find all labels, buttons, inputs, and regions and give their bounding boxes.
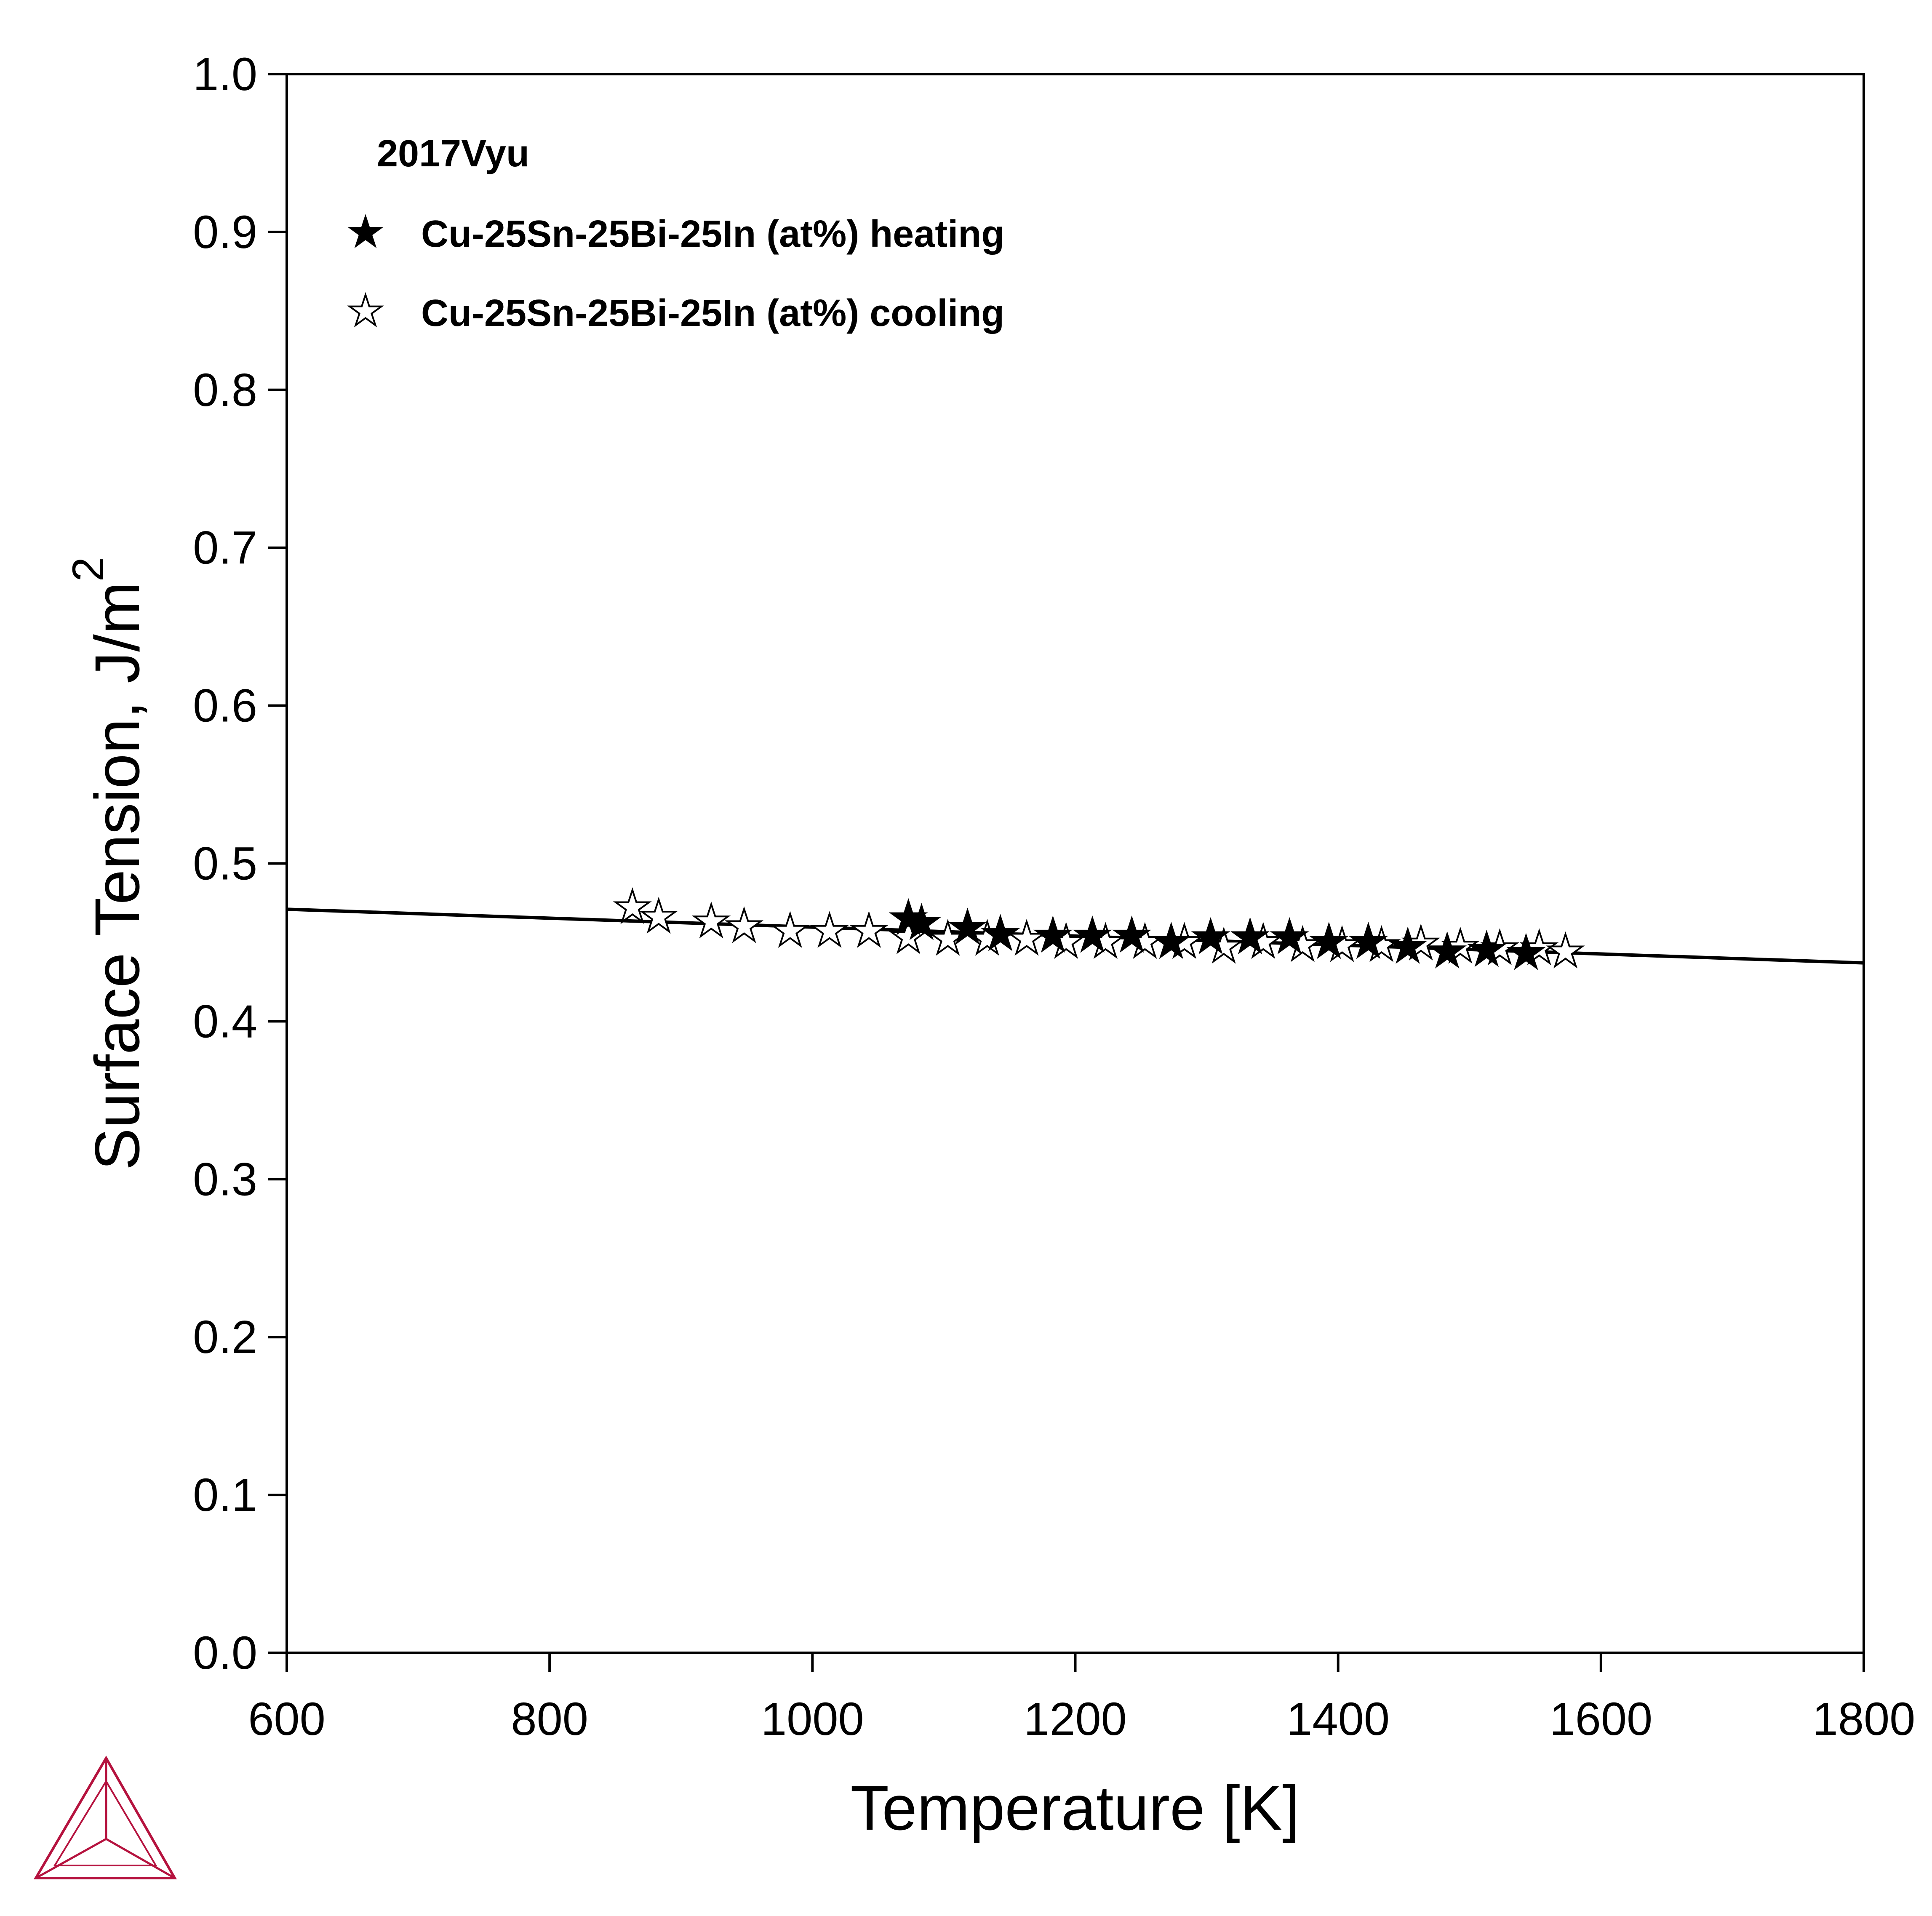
heating-point xyxy=(1151,922,1191,959)
cooling-point xyxy=(639,897,678,934)
cooling-point xyxy=(810,911,849,948)
y-tick-label: 0.7 xyxy=(193,522,257,574)
heating-point xyxy=(1388,926,1428,964)
thermo-calc-logo xyxy=(33,1756,177,1879)
data-series xyxy=(286,887,1864,970)
legend: 2017Vyu Cu-25Sn-25Bi-25In (at%) heating … xyxy=(347,133,1004,334)
cooling-point xyxy=(691,901,731,939)
logo-spoke xyxy=(105,1838,176,1879)
heating-point xyxy=(1073,915,1112,953)
x-axis-title: Temperature [K] xyxy=(850,1772,1300,1843)
cooling-point xyxy=(849,911,889,948)
y-tick-label: 0.6 xyxy=(193,680,257,732)
heating-point xyxy=(948,907,987,945)
y-axis-title-text: Surface Tension, J/m xyxy=(82,582,152,1170)
x-tick-label: 800 xyxy=(511,1693,588,1745)
y-tick-label: 0.5 xyxy=(193,838,257,890)
heating-point xyxy=(1467,929,1506,967)
x-tick-label: 600 xyxy=(248,1693,326,1745)
x-axis-ticks: 600 800 1000 1200 1400 1600 1800 xyxy=(248,1653,1915,1745)
y-tick-label: 0.0 xyxy=(193,1627,257,1679)
heating-point xyxy=(1033,915,1073,953)
legend-marker-cooling xyxy=(347,292,384,328)
heating-point xyxy=(1428,931,1467,969)
heating-point xyxy=(1230,917,1270,955)
svg-text:Surface Tension, J/m2: Surface Tension, J/m2 xyxy=(64,557,152,1170)
cooling-point xyxy=(889,917,928,954)
logo-inner-triangle xyxy=(53,1780,157,1866)
model-line xyxy=(286,907,1864,965)
heating-point xyxy=(981,914,1020,951)
y-tick-label: 0.9 xyxy=(193,206,257,258)
legend-label-heating: Cu-25Sn-25Bi-25In (at%) heating xyxy=(421,213,1004,255)
x-tick-label: 1200 xyxy=(1024,1693,1127,1745)
x-tick-label: 1400 xyxy=(1286,1693,1390,1745)
heating-point xyxy=(1191,917,1230,955)
legend-title: 2017Vyu xyxy=(377,133,529,175)
cooling-point xyxy=(1007,919,1046,956)
legend-star-filled xyxy=(347,214,384,248)
y-tick-label: 0.2 xyxy=(193,1311,257,1363)
heating-point xyxy=(1506,933,1546,970)
y-tick-label: 0.8 xyxy=(193,364,257,416)
cooling-point xyxy=(771,911,810,948)
heating-point xyxy=(1309,922,1349,959)
cooling-point xyxy=(1546,931,1585,969)
legend-marker-heating xyxy=(347,214,384,248)
legend-label-cooling: Cu-25Sn-25Bi-25In (at%) cooling xyxy=(421,292,1004,334)
x-tick-label: 1600 xyxy=(1549,1693,1652,1745)
y-axis-title: Surface Tension, J/m2 xyxy=(64,557,152,1170)
y-axis-ticks: 0.0 0.1 0.2 0.3 0.4 0.5 0.6 0.7 0.8 0.9 1.0 xyxy=(193,48,287,1679)
heating-point xyxy=(1270,917,1309,955)
y-axis-title-superscript: 2 xyxy=(64,557,113,582)
legend-star-open xyxy=(347,292,384,328)
logo-outer-triangle xyxy=(33,1756,177,1879)
y-tick-label: 0.4 xyxy=(193,995,257,1047)
heating-point xyxy=(1112,915,1152,953)
x-tick-label: 1800 xyxy=(1812,1693,1916,1745)
heating-point xyxy=(902,903,941,940)
y-tick-label: 0.3 xyxy=(193,1153,257,1205)
heating-point xyxy=(1348,922,1388,959)
y-tick-label: 1.0 xyxy=(193,48,257,100)
cooling-point xyxy=(613,887,652,924)
cooling-point xyxy=(724,906,764,943)
y-tick-label: 0.1 xyxy=(193,1469,257,1521)
logo-spoke xyxy=(35,1838,107,1879)
x-tick-label: 1000 xyxy=(761,1693,864,1745)
